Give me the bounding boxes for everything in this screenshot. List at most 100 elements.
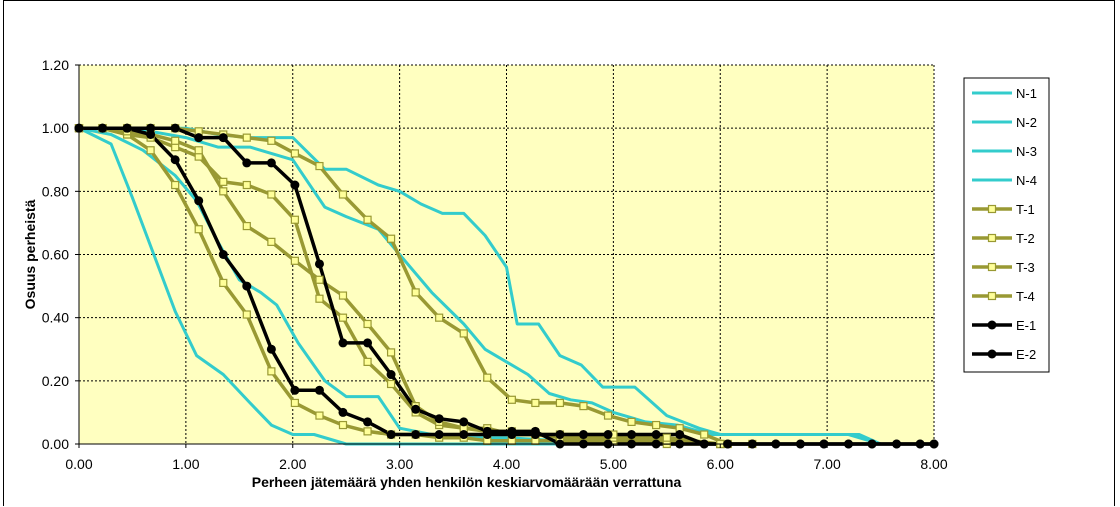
data-point-t-3 [242, 221, 251, 231]
data-point-t-3 [290, 256, 299, 265]
legend-marker-t-2 [987, 233, 997, 243]
data-point-t-1 [194, 225, 203, 234]
data-point-e-1 [146, 129, 156, 139]
data-point-t-3 [219, 187, 228, 196]
x-tick-label: 4.00 [493, 456, 520, 472]
data-point-t-4 [338, 190, 348, 199]
x-tick-label: 7.00 [814, 456, 841, 472]
legend-label-t-1: T-1 [1016, 202, 1035, 217]
data-point-t-2 [338, 313, 348, 322]
y-tick-label: 0.00 [42, 436, 69, 452]
data-point-t-1 [315, 411, 324, 420]
data-point-t-4 [242, 133, 251, 142]
y-tick-label: 0.80 [42, 183, 69, 199]
data-point-e-2 [507, 426, 517, 436]
data-point-t-2 [242, 180, 251, 190]
data-point-t-4 [603, 411, 613, 420]
x-tick-label: 5.00 [600, 456, 627, 472]
legend-marker-t-4 [987, 291, 997, 301]
x-tick-label: 6.00 [707, 456, 734, 472]
legend-marker-e-2 [987, 349, 997, 359]
data-point-t-1 [290, 398, 299, 408]
data-point-e-2 [386, 370, 396, 380]
data-point-e-2 [530, 426, 540, 436]
data-point-t-4 [267, 136, 276, 145]
data-point-e-1 [627, 430, 637, 440]
data-point-e-2 [170, 123, 180, 133]
data-point-e-1 [578, 430, 588, 440]
data-point-t-4 [652, 420, 661, 430]
legend-label-t-4: T-4 [1016, 289, 1035, 304]
legend-label-n-1: N-1 [1016, 86, 1037, 101]
data-point-t-4 [483, 373, 492, 382]
x-tick-label: 0.00 [65, 456, 92, 472]
data-point-e-2 [459, 417, 469, 427]
data-point-t-4 [435, 313, 444, 322]
data-point-t-4 [531, 398, 540, 408]
data-point-e-1 [314, 385, 324, 395]
data-point-t-1 [242, 310, 251, 319]
chart-area: N-1 N-2 N-3 N-4 T-1 T-2 T-3 T-4 E-1 E-2 0.00 0.20 0… [3, 0, 1115, 506]
legend-box [963, 77, 1050, 373]
data-point-e-1 [242, 281, 252, 291]
data-point-t-2 [363, 357, 372, 366]
data-point-t-1 [171, 180, 180, 190]
data-point-e-1 [555, 430, 565, 440]
data-point-t-3 [363, 319, 372, 329]
data-point-e-2 [242, 158, 252, 168]
legend-label-e-2: E-2 [1016, 347, 1036, 362]
data-point-t-4 [411, 288, 420, 297]
y-tick-label: 0.60 [42, 247, 69, 263]
data-point-t-4 [459, 329, 468, 338]
data-point-e-1 [651, 430, 661, 440]
data-point-t-2 [315, 294, 324, 303]
legend-marker-t-3 [987, 262, 997, 272]
data-point-t-3 [315, 275, 324, 284]
data-point-t-3 [662, 433, 671, 442]
data-point-e-1 [194, 196, 204, 206]
data-point-e-2 [363, 338, 373, 348]
data-point-e-1 [290, 385, 300, 395]
data-point-t-2 [219, 177, 228, 186]
data-point-t-4 [555, 398, 565, 408]
legend-label-n-4: N-4 [1016, 173, 1037, 188]
y-tick-label: 0.40 [42, 310, 69, 326]
data-point-t-1 [146, 146, 155, 155]
data-point-e-1 [266, 344, 276, 354]
data-point-t-4 [315, 161, 324, 171]
data-point-e-2 [314, 259, 324, 269]
y-axis-title: Osuus perheistä [22, 199, 38, 309]
data-point-t-2 [290, 215, 299, 224]
data-point-t-4 [363, 215, 372, 224]
data-point-e-2 [194, 133, 204, 143]
data-point-t-4 [290, 149, 299, 158]
data-point-t-1 [338, 420, 348, 430]
y-tick-label: 1.20 [42, 57, 69, 73]
data-point-e-1 [459, 430, 469, 440]
data-point-e-1 [675, 430, 685, 440]
data-point-t-3 [194, 146, 203, 155]
legend-label-n-3: N-3 [1016, 144, 1037, 159]
data-point-t-3 [338, 291, 348, 300]
data-point-e-2 [122, 123, 132, 133]
legend-marker-t-1 [987, 204, 997, 214]
data-point-e-1 [338, 407, 348, 417]
data-point-t-1 [219, 278, 228, 288]
legend-label-e-1: E-1 [1016, 318, 1036, 333]
data-point-t-3 [267, 237, 276, 246]
data-point-t-3 [386, 348, 396, 357]
data-point-e-1 [170, 155, 180, 165]
y-tick-label: 1.00 [42, 120, 69, 136]
data-point-t-1 [267, 367, 276, 376]
data-point-e-2 [434, 414, 444, 424]
data-point-e-1 [603, 430, 613, 440]
data-point-e-2 [290, 180, 300, 190]
legend-marker-e-1 [987, 320, 997, 330]
legend-label-n-2: N-2 [1016, 115, 1037, 130]
x-tick-label: 3.00 [386, 456, 413, 472]
data-point-e-2 [411, 404, 421, 414]
data-point-t-4 [579, 402, 588, 411]
x-tick-label: 8.00 [920, 456, 947, 472]
data-point-t-2 [267, 190, 276, 199]
data-point-e-1 [386, 430, 396, 440]
